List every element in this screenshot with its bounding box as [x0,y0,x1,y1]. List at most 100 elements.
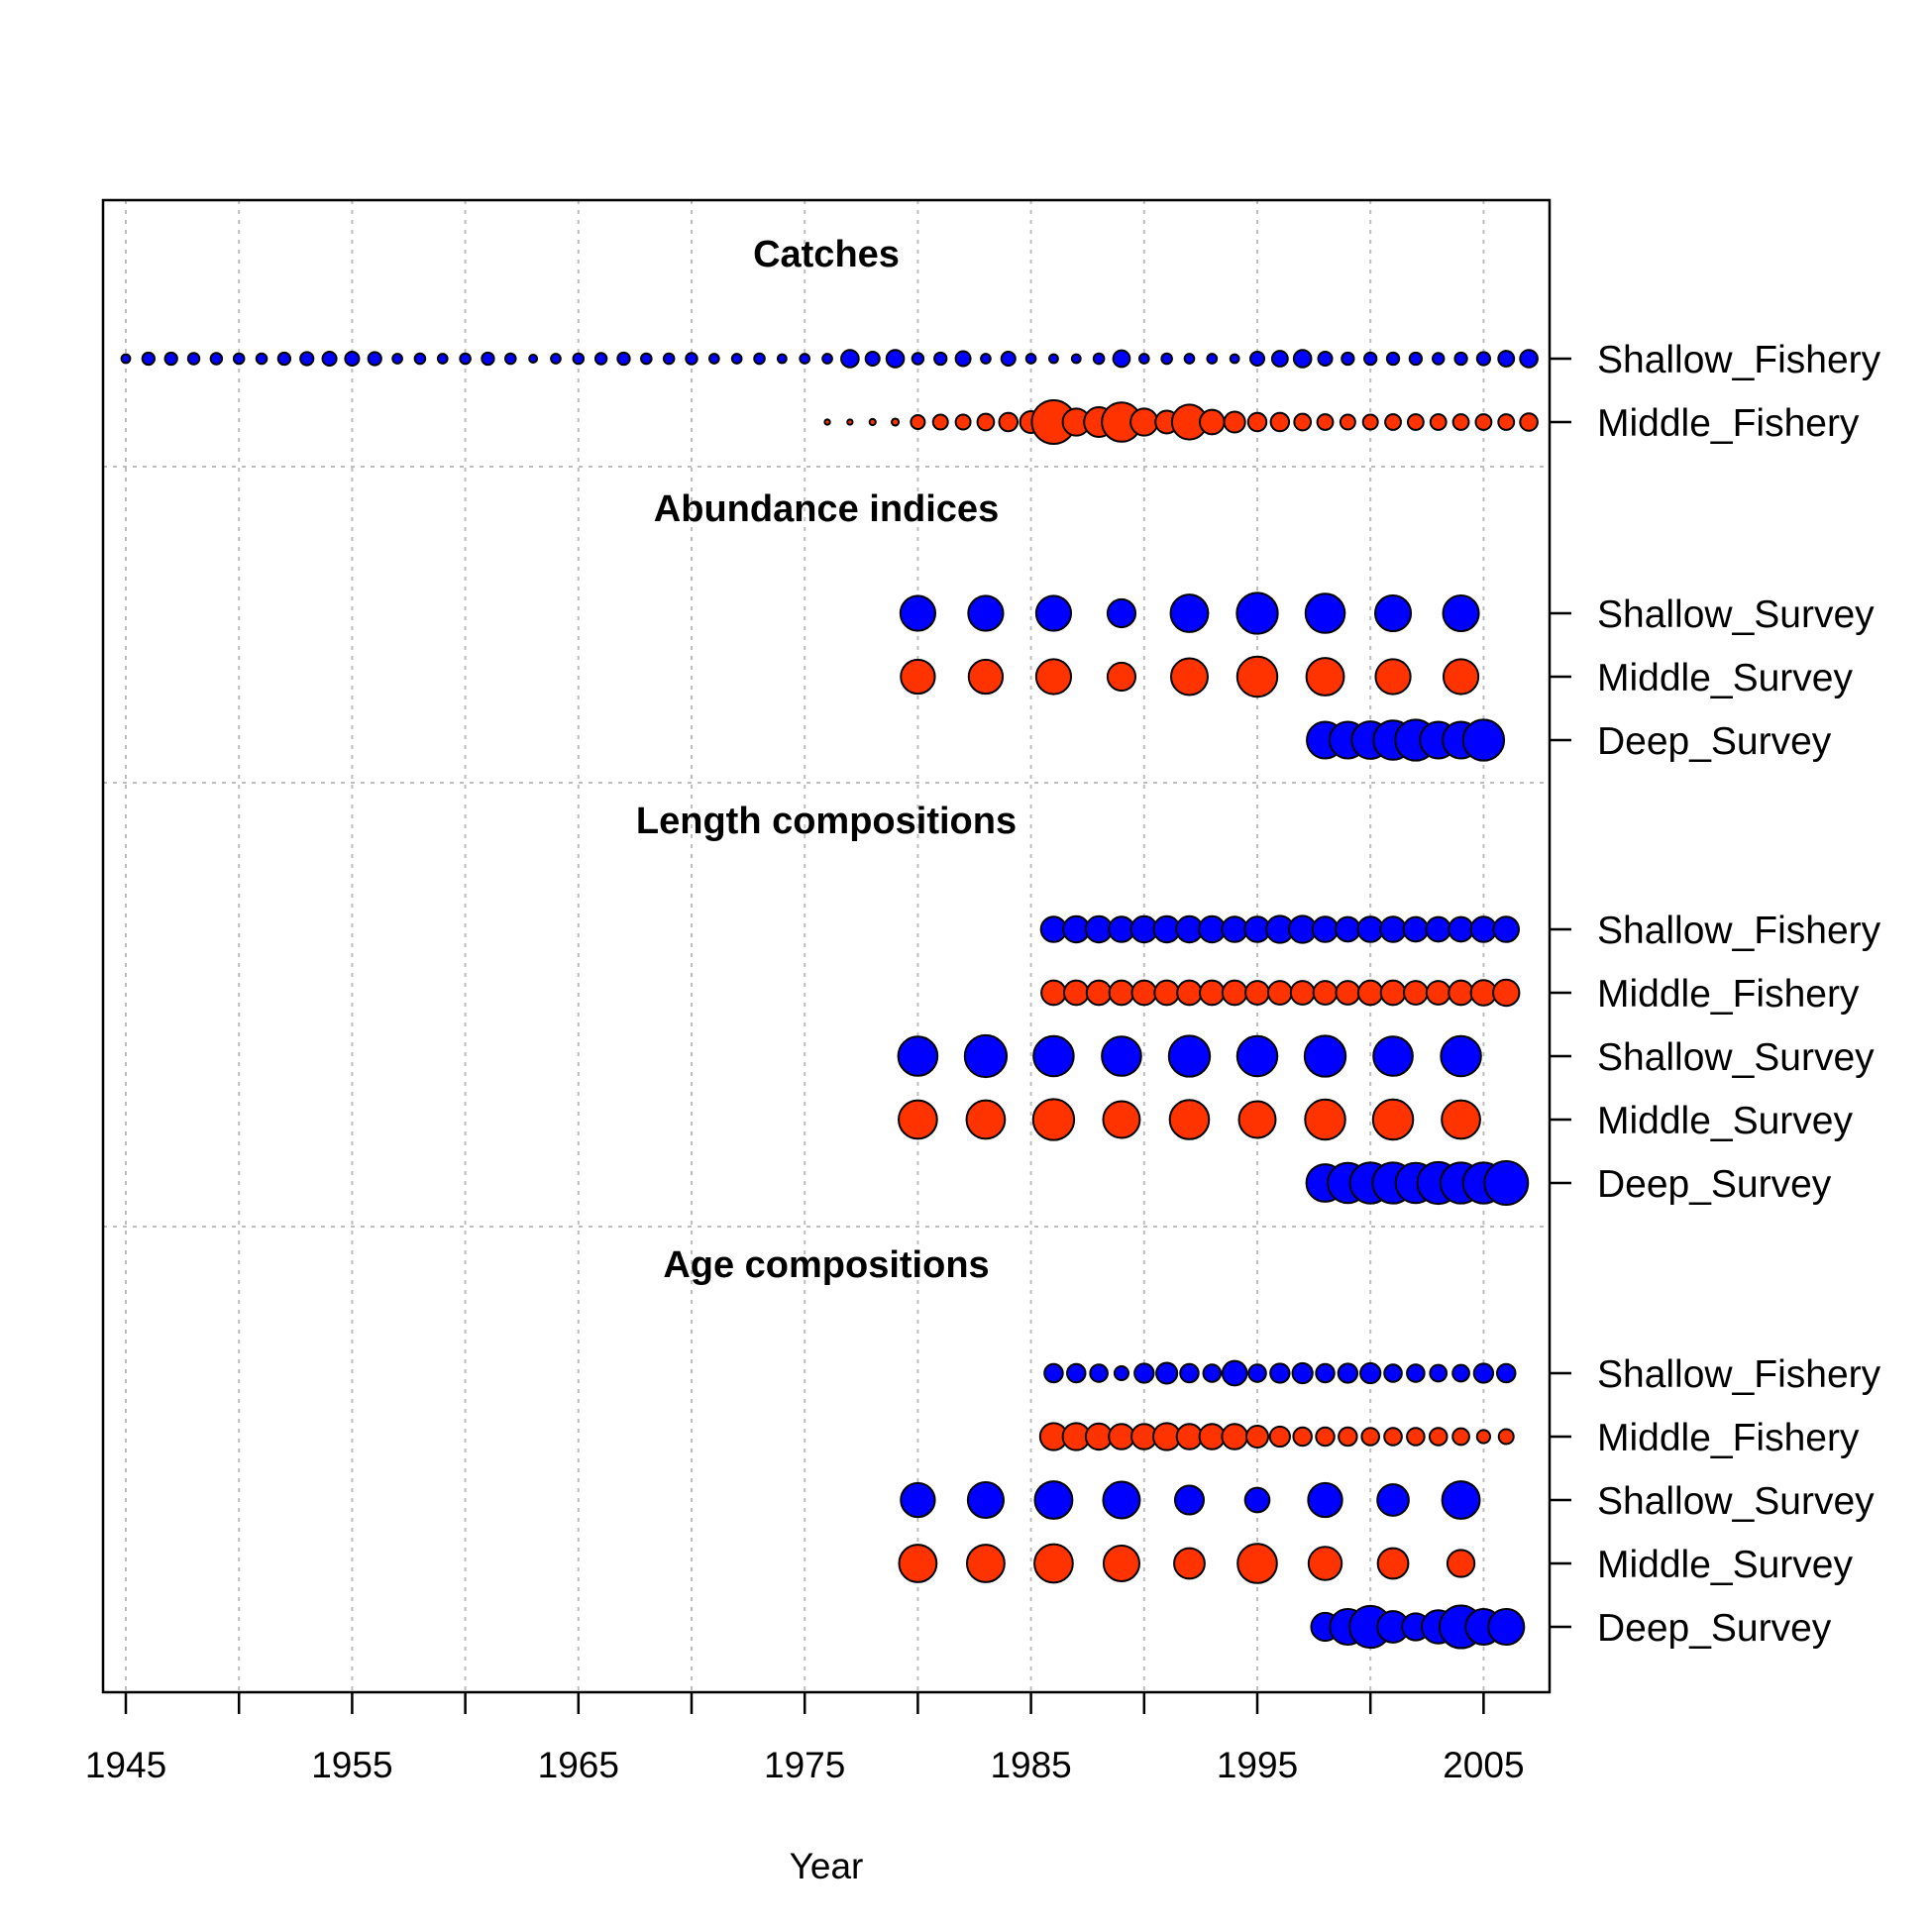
data-point [1221,1359,1248,1387]
data-point [1440,1034,1482,1078]
data-point [1048,353,1059,365]
data-point [1292,1426,1313,1448]
data-point [1199,408,1226,436]
row-label: Middle_Fishery [1597,973,1860,1016]
data-point [1244,980,1270,1006]
data-point [232,352,246,366]
data-point [1291,1361,1314,1385]
row-label: Shallow_Survey [1597,1036,1875,1079]
row-label: Middle_Fishery [1597,1417,1860,1459]
data-point [1235,591,1279,635]
data-point [616,351,631,367]
section-title: Age compositions [663,1244,989,1286]
data-point [1341,351,1355,367]
data-point [1168,1099,1211,1140]
data-point [1316,413,1335,431]
gridlines [103,200,1550,1692]
data-point [1133,1362,1155,1384]
data-point [868,417,877,427]
data-point [1305,657,1345,697]
data-point [1356,979,1384,1007]
row-label: Shallow_Fishery [1597,339,1881,381]
data-point [1245,1425,1269,1449]
data-point [1335,980,1361,1006]
data-point [344,350,361,368]
data-point [1474,413,1493,431]
data-point [1155,1361,1179,1385]
data-point [1442,593,1480,633]
data-point [1497,1428,1515,1446]
data-point [1000,350,1017,368]
data-point [1202,1363,1223,1383]
data-point [1448,979,1474,1007]
x-axis: 1945 1955 1965 1975 1985 1995 2005 [85,357,1571,1785]
data-point [1066,1362,1087,1384]
data-point [1270,350,1289,368]
data-point [1043,1362,1064,1384]
data-point [1229,353,1240,365]
data-point [1106,597,1137,629]
data-point [1031,1098,1076,1141]
data-point [1130,979,1158,1007]
data-point [840,349,860,369]
data-point [1315,1362,1336,1384]
data-point [1360,1427,1380,1447]
x-tick-label: 1955 [311,1745,392,1785]
data-point [1106,661,1137,693]
data-point [120,353,132,365]
row-label: Shallow_Survey [1597,1480,1875,1523]
data-point [163,351,178,367]
data-point [550,353,562,365]
data-point [1198,1423,1227,1450]
data-point [1379,979,1407,1007]
data-point [965,1099,1007,1140]
data-point [1173,1547,1206,1580]
data-point [1356,915,1384,943]
x-tick-label: 2005 [1443,1745,1524,1785]
data-point [1070,353,1082,365]
data-point [1315,1426,1336,1448]
bubbles [120,349,1539,1650]
data-point [1376,1547,1410,1580]
data-point [1403,980,1429,1006]
section-title: Catches [753,234,900,275]
data-point [593,352,608,366]
row-label: Middle_Fishery [1597,402,1860,445]
data-point [1335,915,1361,943]
data-point [1199,979,1226,1007]
data-point [1483,1160,1530,1206]
data-point [367,351,382,367]
row-label: Deep_Survey [1597,1607,1832,1650]
data-point [911,352,925,366]
data-point [1034,658,1073,696]
section-title: Length compositions [636,801,1017,842]
data-point [708,353,720,365]
data-point [1451,1427,1470,1447]
data-point [504,352,517,366]
data-point [1429,1363,1449,1383]
data-point [1497,350,1516,368]
data-point [1371,1098,1415,1141]
data-point [276,351,292,367]
data-point [1307,1481,1343,1519]
data-point [1519,412,1539,432]
data-point [1383,1363,1403,1383]
data-point [1317,350,1334,368]
data-point [1108,979,1135,1007]
row-label: Middle_Survey [1597,657,1853,699]
data-point [1406,1363,1426,1383]
data-point [1475,351,1492,367]
row-label: Middle_Survey [1597,1100,1853,1142]
data-point [1451,1363,1470,1383]
data-point [1108,1423,1135,1450]
data-point [954,350,972,368]
data-point [1312,980,1339,1006]
data-point [640,352,653,366]
data-point [900,1481,936,1519]
data-point [1169,593,1210,633]
data-point [1113,1364,1129,1382]
data-point [1408,351,1424,367]
data-point [821,353,833,365]
data-point [1448,915,1474,943]
data-point [966,1480,1005,1520]
